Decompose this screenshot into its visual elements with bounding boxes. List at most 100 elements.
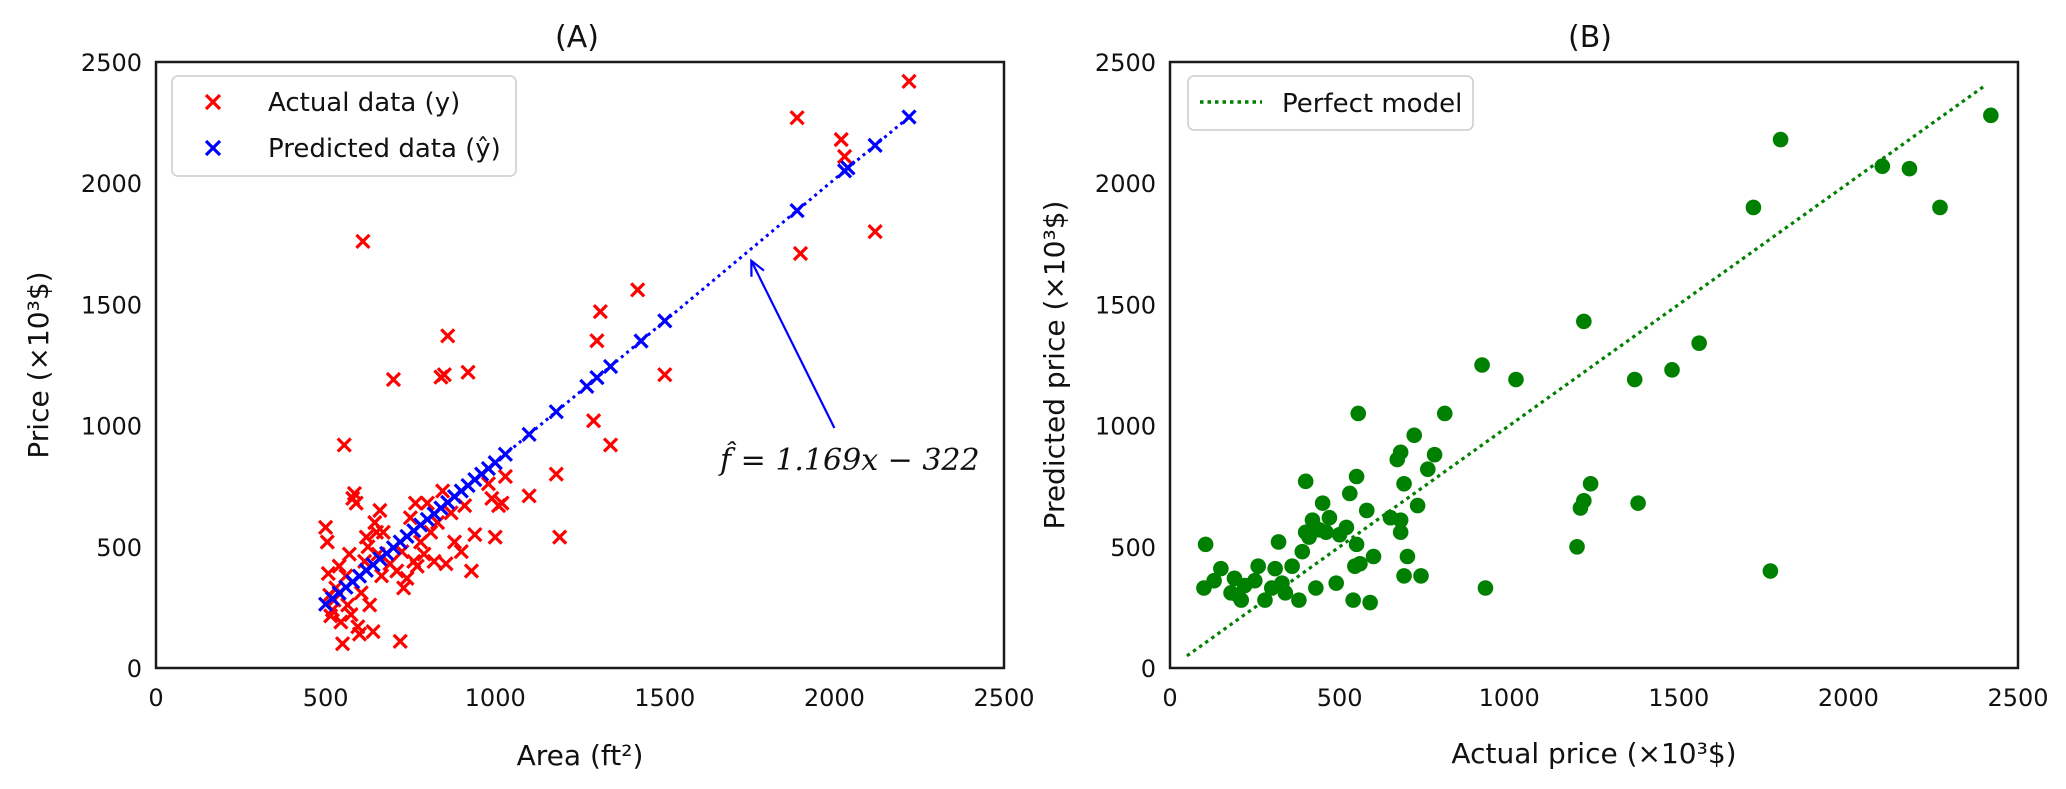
- actual-data-point: [521, 488, 537, 504]
- actual-data-point: [334, 636, 351, 652]
- prediction-point: [1348, 536, 1365, 553]
- x-ticks-a: 0 500 1000 1500 2000 2500: [148, 684, 1034, 712]
- actual-data-point: [480, 476, 497, 492]
- prediction-point: [1277, 585, 1294, 601]
- prediction-point: [1508, 371, 1524, 388]
- prediction-point: [1345, 592, 1361, 608]
- prediction-point: [1582, 475, 1599, 492]
- y-tick-label: 0: [127, 655, 142, 683]
- prediction-point: [1284, 558, 1300, 574]
- y-tick-label: 500: [1110, 534, 1156, 562]
- actual-data-point: [833, 131, 849, 148]
- actual-data-point: [657, 367, 673, 383]
- prediction-point: [1419, 461, 1436, 478]
- prediction-point: [1409, 497, 1426, 514]
- plot-frame-a: [154, 60, 1006, 670]
- actual-data-point: [389, 563, 405, 579]
- prediction-point: [1691, 335, 1707, 351]
- prediction-point: [1413, 568, 1429, 584]
- y-ticks-b: 0 500 1000 1500 2000 2500: [1095, 49, 1156, 683]
- actual-data-point: [402, 510, 419, 526]
- legend-a: Actual data (y) Predicted data (ŷ): [171, 75, 517, 177]
- actual-data-point: [365, 624, 381, 640]
- prediction-point: [1352, 555, 1368, 572]
- legend-b: Perfect model: [1187, 75, 1474, 131]
- y-tick-label: 1000: [1095, 413, 1156, 441]
- predicted-data-point: [901, 109, 917, 125]
- actual-data-point: [901, 73, 917, 90]
- y-tick-label: 500: [96, 534, 142, 562]
- actual-data-point: [552, 529, 568, 545]
- prediction-point: [1250, 558, 1266, 574]
- prediction-point: [1348, 468, 1365, 485]
- prediction-point: [1308, 580, 1324, 596]
- predicted-data-point: [657, 313, 673, 329]
- actual-data-point: [336, 437, 352, 453]
- x-tick-label: 500: [303, 684, 349, 712]
- actual-data-point: [360, 539, 376, 555]
- actual-data-point: [585, 413, 602, 429]
- y-tick-label: 1500: [1095, 291, 1156, 319]
- actual-data-point: [351, 626, 368, 642]
- x-axis-label-b: Actual price (×10³$): [1451, 737, 1736, 770]
- prediction-point: [1762, 563, 1779, 579]
- actual-data-point: [836, 148, 853, 165]
- actual-data-point: [426, 553, 442, 569]
- actual-data-point: [434, 483, 451, 499]
- prediction-point: [1396, 475, 1412, 492]
- panel-b-data-marks: [1186, 84, 1999, 658]
- prediction-point: [1247, 572, 1263, 589]
- legend-box-b: [1187, 75, 1474, 131]
- x-tick-label: 0: [148, 684, 163, 712]
- chart-title-b: (B): [1568, 20, 1612, 55]
- predicted-data-point: [633, 333, 649, 349]
- actual-data-point: [792, 245, 809, 262]
- x-tick-label: 0: [1162, 684, 1177, 712]
- prediction-point: [1396, 568, 1412, 584]
- actual-data-point: [343, 607, 359, 623]
- actual-data-point: [320, 565, 336, 582]
- legend-marker-actual: [204, 93, 222, 111]
- x-ticks-b: 0 500 1000 1500 2000 2500: [1162, 684, 2048, 712]
- prediction-point: [1436, 405, 1453, 422]
- prediction-point: [1745, 199, 1762, 216]
- x-axis-label-a: Area (ft²): [517, 739, 644, 772]
- prediction-point: [1983, 107, 1999, 124]
- prediction-point: [1664, 362, 1680, 378]
- predicted-data-point: [589, 369, 605, 386]
- prediction-point: [1477, 580, 1494, 596]
- x-tick-label: 500: [1317, 684, 1363, 712]
- actual-data-point: [789, 110, 805, 126]
- actual-data-point: [436, 367, 452, 383]
- prediction-point: [1257, 592, 1273, 608]
- legend-label-perfect-model: Perfect model: [1282, 89, 1462, 119]
- x-tick-label: 1000: [465, 684, 526, 712]
- prediction-point: [1626, 371, 1643, 388]
- actual-data-point: [355, 233, 371, 250]
- prediction-point: [1365, 548, 1382, 565]
- actual-data-point: [373, 568, 390, 584]
- prediction-point: [1392, 524, 1409, 541]
- actual-data-point: [497, 468, 514, 485]
- annotation-arrow-head: [750, 258, 765, 277]
- actual-data-point: [438, 556, 454, 572]
- predicted-data-point: [602, 358, 619, 375]
- actual-data-point: [429, 514, 446, 531]
- actual-data-point: [392, 633, 408, 649]
- y-tick-label: 1000: [81, 413, 142, 441]
- actual-data-point: [460, 364, 476, 380]
- actual-data-point: [602, 437, 619, 453]
- y-axis-label-b: Predicted price (×10³$): [1038, 201, 1071, 530]
- actual-data-point: [348, 495, 364, 511]
- actual-data-point: [372, 502, 388, 519]
- y-tick-label: 2500: [1095, 49, 1156, 77]
- panel-a-data-marks: [317, 73, 917, 652]
- x-tick-label: 2500: [1987, 684, 2048, 712]
- actual-data-point: [331, 558, 347, 574]
- prediction-point: [1362, 594, 1378, 611]
- prediction-point: [1206, 572, 1222, 589]
- actual-data-point: [589, 333, 605, 349]
- prediction-point: [1328, 575, 1345, 591]
- actual-data-point: [630, 282, 646, 298]
